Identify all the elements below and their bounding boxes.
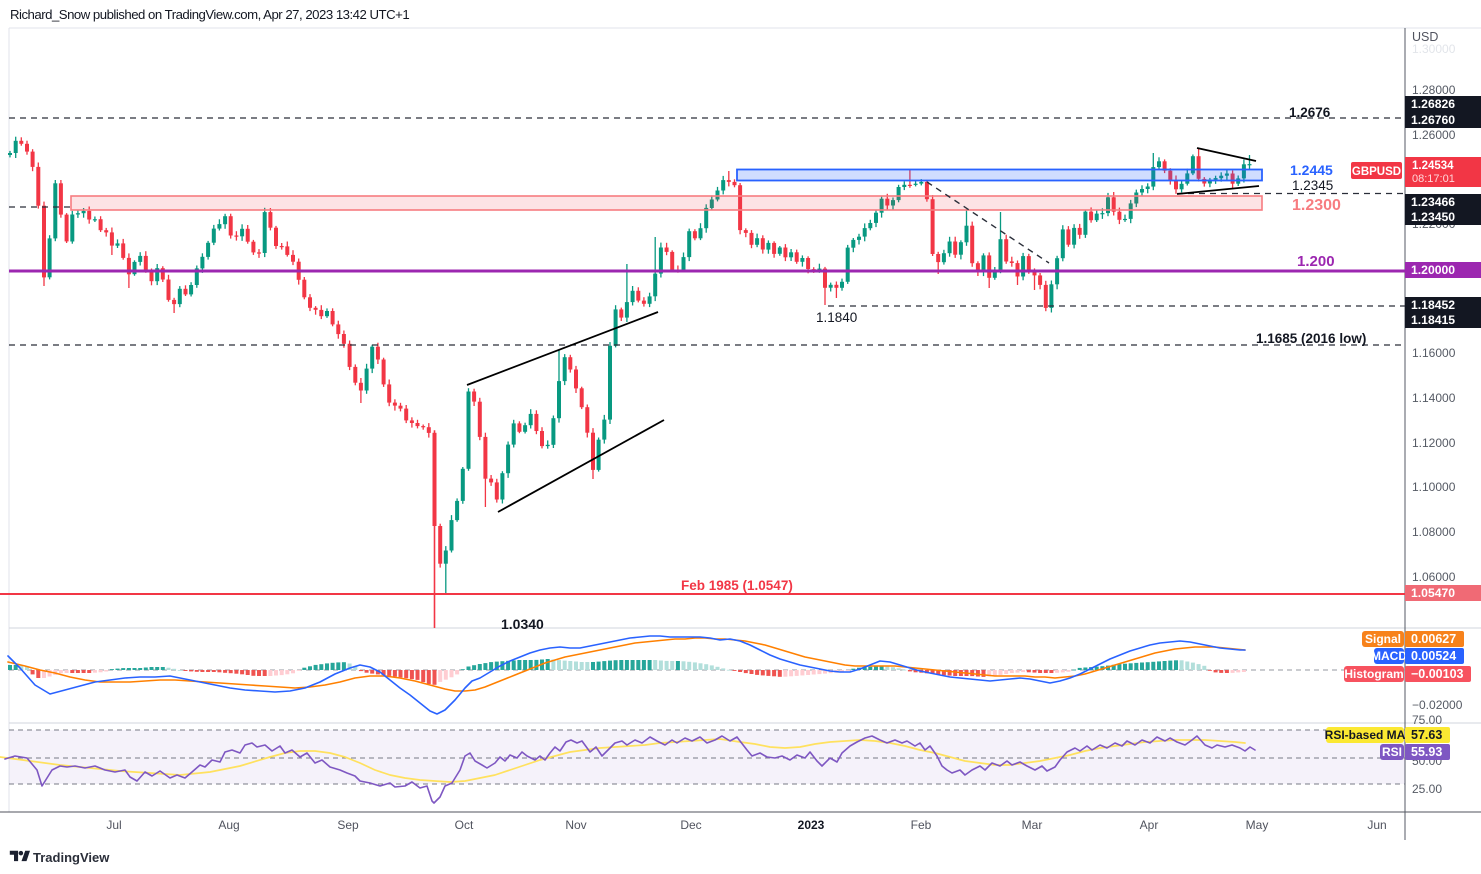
svg-text:1.1685 (2016 low): 1.1685 (2016 low): [1256, 331, 1366, 346]
svg-text:Dec: Dec: [680, 818, 701, 832]
svg-text:1.05470: 1.05470: [1411, 586, 1455, 600]
svg-text:57.63: 57.63: [1411, 728, 1442, 742]
svg-text:USD: USD: [1412, 30, 1438, 44]
svg-text:Apr: Apr: [1140, 818, 1159, 832]
svg-text:Histogram: Histogram: [1344, 667, 1403, 681]
svg-text:1.18415: 1.18415: [1411, 313, 1455, 327]
svg-text:1.26826: 1.26826: [1411, 97, 1455, 111]
svg-text:Signal: Signal: [1365, 632, 1401, 646]
svg-text:1.20000: 1.20000: [1411, 263, 1455, 277]
svg-text:1.08000: 1.08000: [1412, 525, 1456, 539]
svg-text:−0.00103: −0.00103: [1411, 667, 1464, 681]
svg-text:1.14000: 1.14000: [1412, 391, 1456, 405]
svg-text:RSI-based MA: RSI-based MA: [1325, 728, 1406, 742]
svg-text:1.2345: 1.2345: [1292, 178, 1333, 193]
svg-text:Jun: Jun: [1367, 818, 1386, 832]
svg-text:1.200: 1.200: [1297, 253, 1335, 270]
svg-text:Feb: Feb: [911, 818, 932, 832]
svg-text:May: May: [1246, 818, 1269, 832]
svg-text:0.00524: 0.00524: [1411, 649, 1456, 663]
svg-text:1.2676: 1.2676: [1289, 105, 1331, 120]
svg-text:1.23450: 1.23450: [1411, 210, 1455, 224]
svg-text:25.00: 25.00: [1412, 782, 1442, 796]
svg-text:1.2445: 1.2445: [1290, 162, 1333, 178]
svg-text:1.24534: 1.24534: [1412, 160, 1454, 172]
svg-text:TradingView: TradingView: [33, 850, 110, 865]
svg-text:GBPUSD: GBPUSD: [1352, 166, 1401, 178]
svg-text:RSI: RSI: [1382, 745, 1402, 759]
svg-text:1.18452: 1.18452: [1411, 298, 1455, 312]
svg-text:MACD: MACD: [1371, 649, 1407, 663]
svg-text:55.93: 55.93: [1411, 745, 1442, 759]
svg-text:1.0340: 1.0340: [501, 616, 544, 632]
svg-text:2023: 2023: [798, 818, 825, 832]
svg-text:1.23466: 1.23466: [1411, 195, 1455, 209]
svg-text:1.26000: 1.26000: [1412, 128, 1456, 142]
svg-text:1.16000: 1.16000: [1412, 346, 1456, 360]
svg-text:1.2300: 1.2300: [1292, 197, 1341, 214]
svg-text:1.30000: 1.30000: [1412, 42, 1456, 56]
svg-text:1.28000: 1.28000: [1412, 83, 1456, 97]
svg-text:−0.02000: −0.02000: [1412, 698, 1463, 712]
svg-text:1.06000: 1.06000: [1412, 570, 1456, 584]
svg-text:Sep: Sep: [337, 818, 359, 832]
svg-text:75.00: 75.00: [1412, 713, 1442, 727]
svg-text:1.12000: 1.12000: [1412, 436, 1456, 450]
svg-text:Nov: Nov: [565, 818, 586, 832]
svg-text:Oct: Oct: [455, 818, 474, 832]
svg-text:Richard_Snow published on Trad: Richard_Snow published on TradingView.co…: [10, 7, 409, 22]
svg-text:08:17:01: 08:17:01: [1412, 173, 1455, 185]
svg-text:Feb 1985 (1.0547): Feb 1985 (1.0547): [681, 578, 793, 593]
svg-text:1.26760: 1.26760: [1411, 113, 1455, 127]
svg-text:1.10000: 1.10000: [1412, 480, 1456, 494]
svg-text:Jul: Jul: [106, 818, 121, 832]
svg-text:1.1840: 1.1840: [816, 310, 857, 325]
svg-text:Aug: Aug: [218, 818, 239, 832]
svg-text:Mar: Mar: [1022, 818, 1043, 832]
svg-text:0.00627: 0.00627: [1411, 632, 1456, 646]
